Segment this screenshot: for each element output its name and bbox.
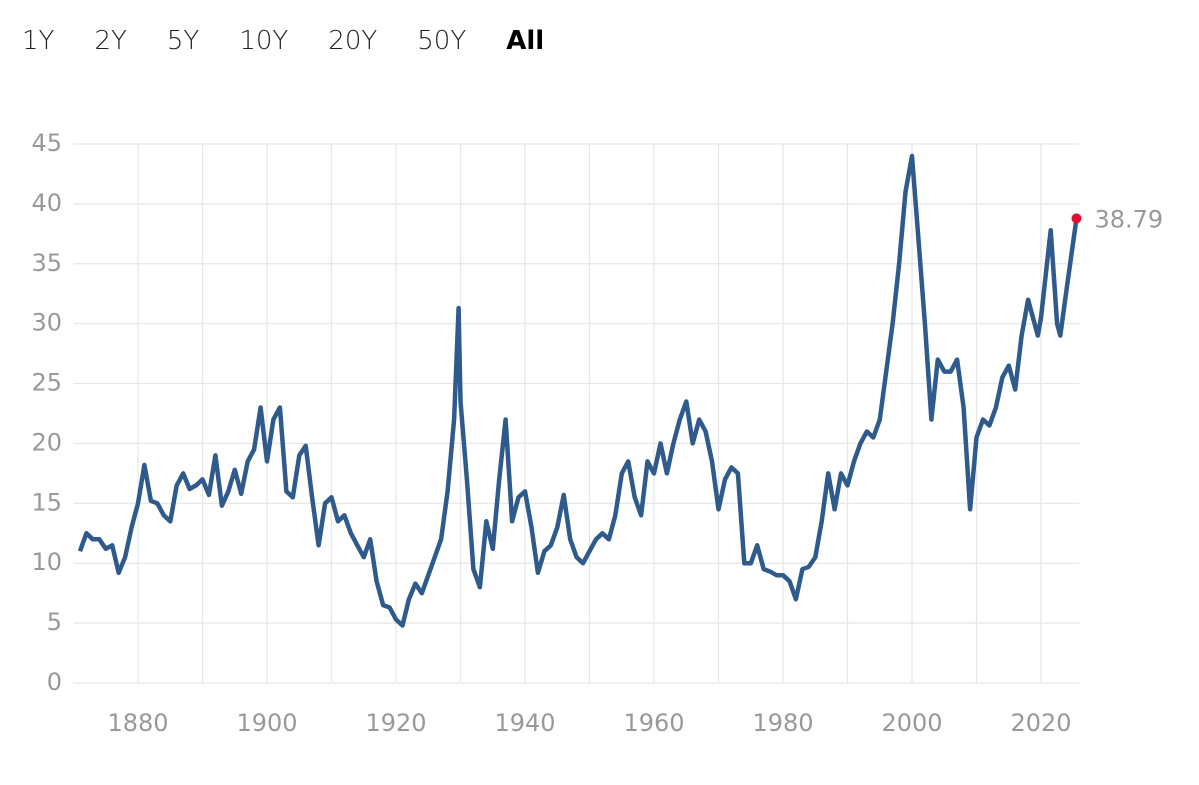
range-tab[interactable]: 10Y <box>239 26 289 56</box>
x-tick-label: 1940 <box>494 709 555 737</box>
range-tab[interactable]: 1Y <box>22 26 55 56</box>
y-tick-label: 10 <box>31 548 62 576</box>
x-tick-label: 1880 <box>107 709 168 737</box>
range-tab[interactable]: 50Y <box>417 26 467 56</box>
range-tab[interactable]: 2Y <box>94 26 127 56</box>
y-tick-label: 30 <box>31 309 62 337</box>
line <box>77 153 1079 628</box>
y-tick-label: 40 <box>31 189 62 217</box>
x-tick-label: 1900 <box>236 709 297 737</box>
range-tab[interactable]: 5Y <box>166 26 200 56</box>
y-tick-label: 15 <box>31 488 62 516</box>
x-tick-label: 1980 <box>752 709 813 737</box>
y-tick-label: 5 <box>47 608 62 636</box>
y-tick-label: 0 <box>47 668 62 696</box>
x-tick-label: 1960 <box>623 709 684 737</box>
y-tick-label: 25 <box>31 369 62 397</box>
range-tab[interactable]: All <box>506 26 545 56</box>
last-value-label: 38.79 <box>1094 205 1163 233</box>
range-tabs: 1Y 2Y 5Y 10Y 20Y 50Y All <box>22 26 584 56</box>
x-tick-label: 2000 <box>881 709 942 737</box>
x-tick-label: 1920 <box>365 709 426 737</box>
range-tab[interactable]: 20Y <box>328 26 378 56</box>
x-tick-label: 2020 <box>1010 709 1071 737</box>
y-tick-label: 35 <box>31 249 62 277</box>
last-point <box>1071 213 1082 224</box>
y-tick-label: 45 <box>31 129 62 157</box>
y-tick-label: 20 <box>31 428 62 456</box>
